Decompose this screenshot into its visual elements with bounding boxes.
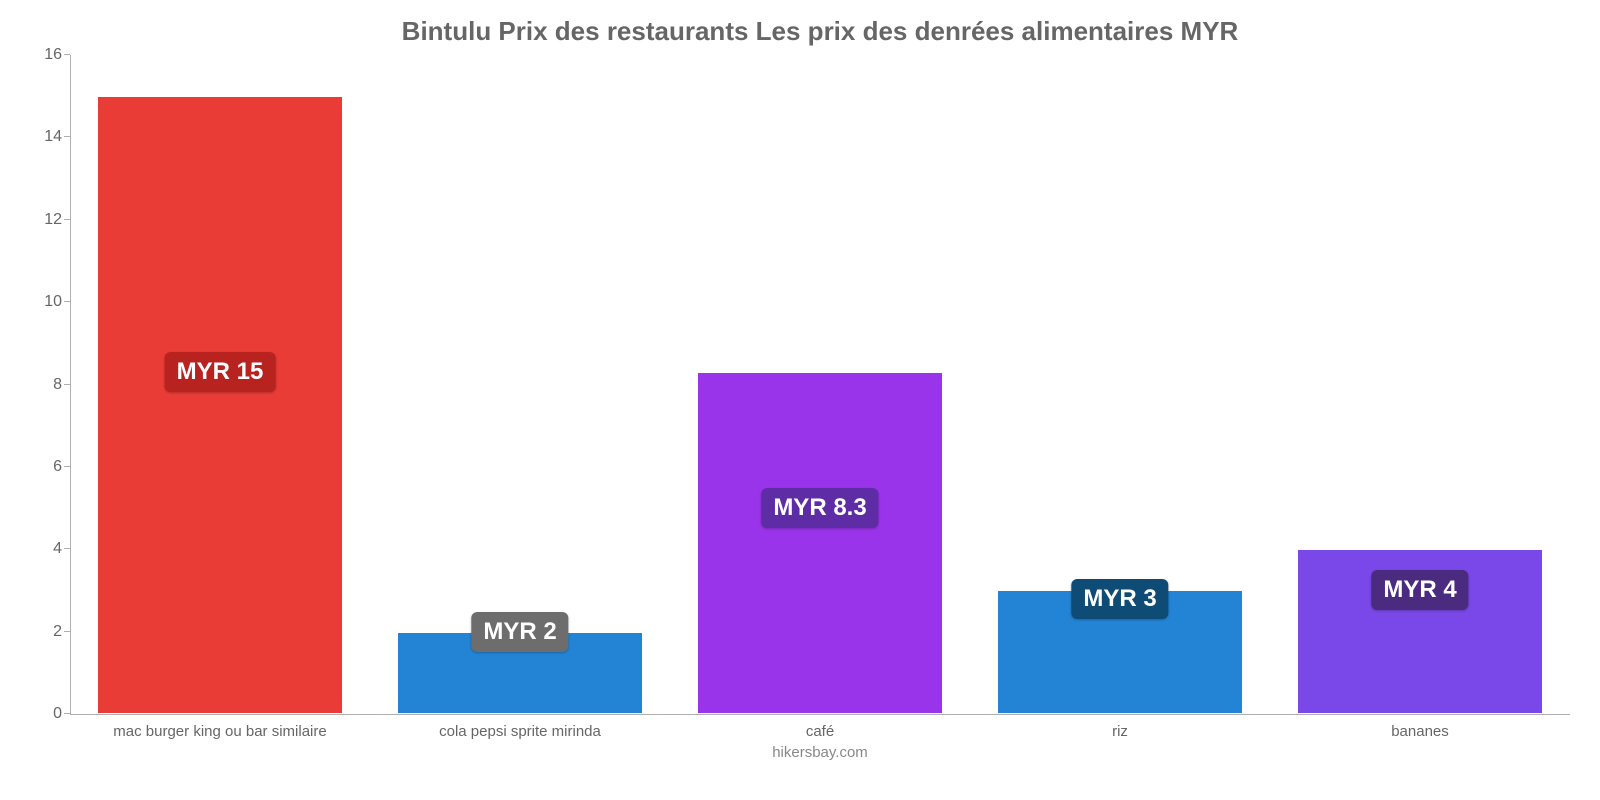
x-axis-label: cola pepsi sprite mirinda: [370, 723, 670, 740]
x-axis-label: café: [670, 723, 970, 740]
bar-slot: MYR 8.3: [670, 55, 970, 714]
bar-slot: MYR 3: [970, 55, 1270, 714]
y-tick-label: 14: [28, 128, 62, 146]
y-tick-label: 4: [28, 540, 62, 558]
y-tick-label: 10: [28, 293, 62, 311]
bar-value-label: MYR 3: [1071, 579, 1168, 619]
y-tick-label: 12: [28, 211, 62, 229]
chart-container: Bintulu Prix des restaurants Les prix de…: [0, 0, 1600, 800]
y-tick-label: 0: [28, 705, 62, 723]
bar-value-label: MYR 8.3: [761, 488, 878, 528]
bar-slot: MYR 4: [1270, 55, 1570, 714]
bar-slot: MYR 2: [370, 55, 670, 714]
bars-group: MYR 15 MYR 2 MYR 8.3 MYR 3 MYR 4: [70, 55, 1570, 714]
chart-title: Bintulu Prix des restaurants Les prix de…: [70, 16, 1570, 47]
bar-value-label: MYR 15: [165, 352, 276, 392]
y-tick-label: 2: [28, 623, 62, 641]
y-tick-label: 16: [28, 46, 62, 64]
y-tick-label: 6: [28, 458, 62, 476]
bar: [697, 372, 943, 714]
x-axis-labels: mac burger king ou bar similairecola pep…: [70, 723, 1570, 740]
bar-slot: MYR 15: [70, 55, 370, 714]
bar-value-label: MYR 4: [1371, 570, 1468, 610]
bar: [97, 96, 343, 714]
chart-source: hikersbay.com: [70, 744, 1570, 761]
x-axis-label: mac burger king ou bar similaire: [70, 723, 370, 740]
y-tick-label: 8: [28, 376, 62, 394]
plot-area: 0246810121416 MYR 15MYR 2MYR 8.3MYR 3MYR…: [70, 55, 1570, 715]
x-axis-label: riz: [970, 723, 1270, 740]
bar-value-label: MYR 2: [471, 612, 568, 652]
x-axis-label: bananes: [1270, 723, 1570, 740]
